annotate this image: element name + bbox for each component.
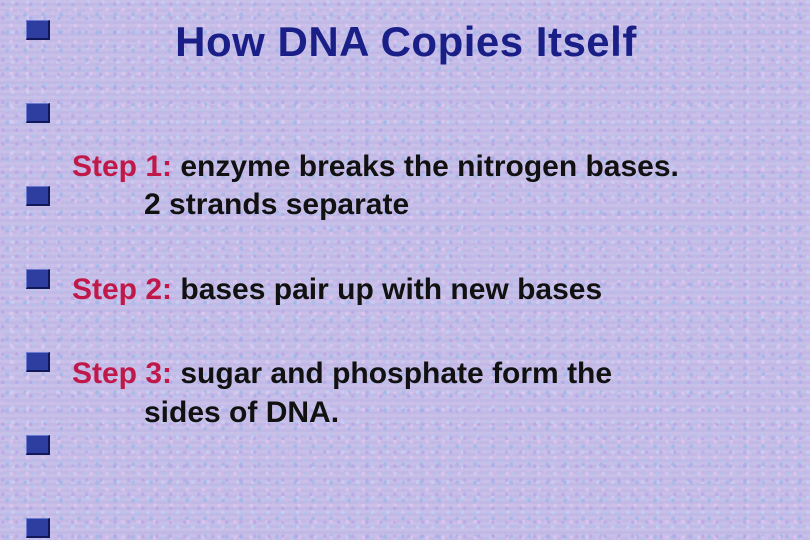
step-1: Step 1: enzyme breaks the nitrogen bases… (72, 148, 770, 225)
marker-square (26, 518, 50, 538)
marker-square (26, 186, 50, 206)
slide-title: How DNA Copies Itself (42, 18, 770, 66)
left-marker-column (26, 20, 50, 538)
marker-square (26, 352, 50, 372)
step-3: Step 3: sugar and phosphate form the sid… (72, 355, 770, 432)
marker-square (26, 20, 50, 40)
step-3-label: Step 3: (72, 357, 172, 390)
marker-square (26, 435, 50, 455)
marker-square (26, 103, 50, 123)
step-3-line2: sides of DNA. (144, 394, 770, 432)
step-1-line2: 2 strands separate (144, 186, 770, 224)
step-2: Step 2: bases pair up with new bases (72, 271, 770, 309)
marker-square (26, 269, 50, 289)
step-2-text: bases pair up with new bases (172, 273, 602, 306)
slide: How DNA Copies Itself Step 1: enzyme bre… (0, 0, 810, 540)
step-2-label: Step 2: (72, 273, 172, 306)
steps-list: Step 1: enzyme breaks the nitrogen bases… (42, 148, 770, 432)
step-3-text: sugar and phosphate form the (172, 357, 612, 390)
step-1-label: Step 1: (72, 150, 172, 183)
step-1-text: enzyme breaks the nitrogen bases. (172, 150, 679, 183)
